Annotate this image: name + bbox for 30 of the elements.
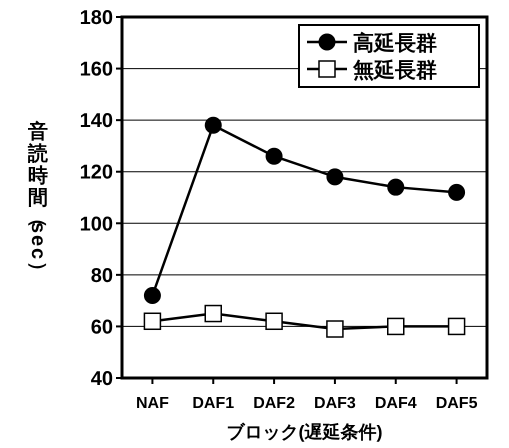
point	[204, 116, 222, 134]
y-tick-label: 100	[80, 213, 113, 236]
point	[266, 148, 283, 165]
point	[326, 168, 344, 186]
x-tick-label: DAF4	[374, 395, 417, 412]
point	[387, 318, 404, 336]
x-axis-title: ブロック(遅延条件)	[226, 422, 382, 442]
legend-label: 無延長群	[352, 59, 437, 82]
point	[387, 178, 404, 196]
point	[265, 312, 283, 330]
x-tick-label: DAF5	[436, 395, 478, 412]
x-tick-label: DAF3	[314, 395, 356, 412]
x-tick-label: DAF1	[192, 395, 234, 412]
point	[448, 184, 466, 201]
point	[144, 312, 162, 330]
y-tick-label: 160	[80, 58, 113, 81]
x-tick-label: DAF2	[253, 395, 296, 412]
y-tick-label: 120	[80, 162, 113, 184]
y-tick-label: 140	[80, 110, 113, 132]
x-tick-label: NAF	[136, 395, 170, 412]
y-tick-label: 180	[80, 7, 113, 29]
y-tick-label: 40	[90, 368, 113, 390]
legend-label: 高延長群	[353, 31, 437, 55]
y-tick-label: 80	[90, 264, 113, 287]
y-tick-label: 60	[90, 316, 113, 338]
point	[204, 304, 222, 322]
y-axis-title: 音読時間（sec）	[27, 121, 49, 281]
point	[144, 286, 161, 304]
point	[326, 320, 344, 338]
point	[448, 318, 466, 336]
